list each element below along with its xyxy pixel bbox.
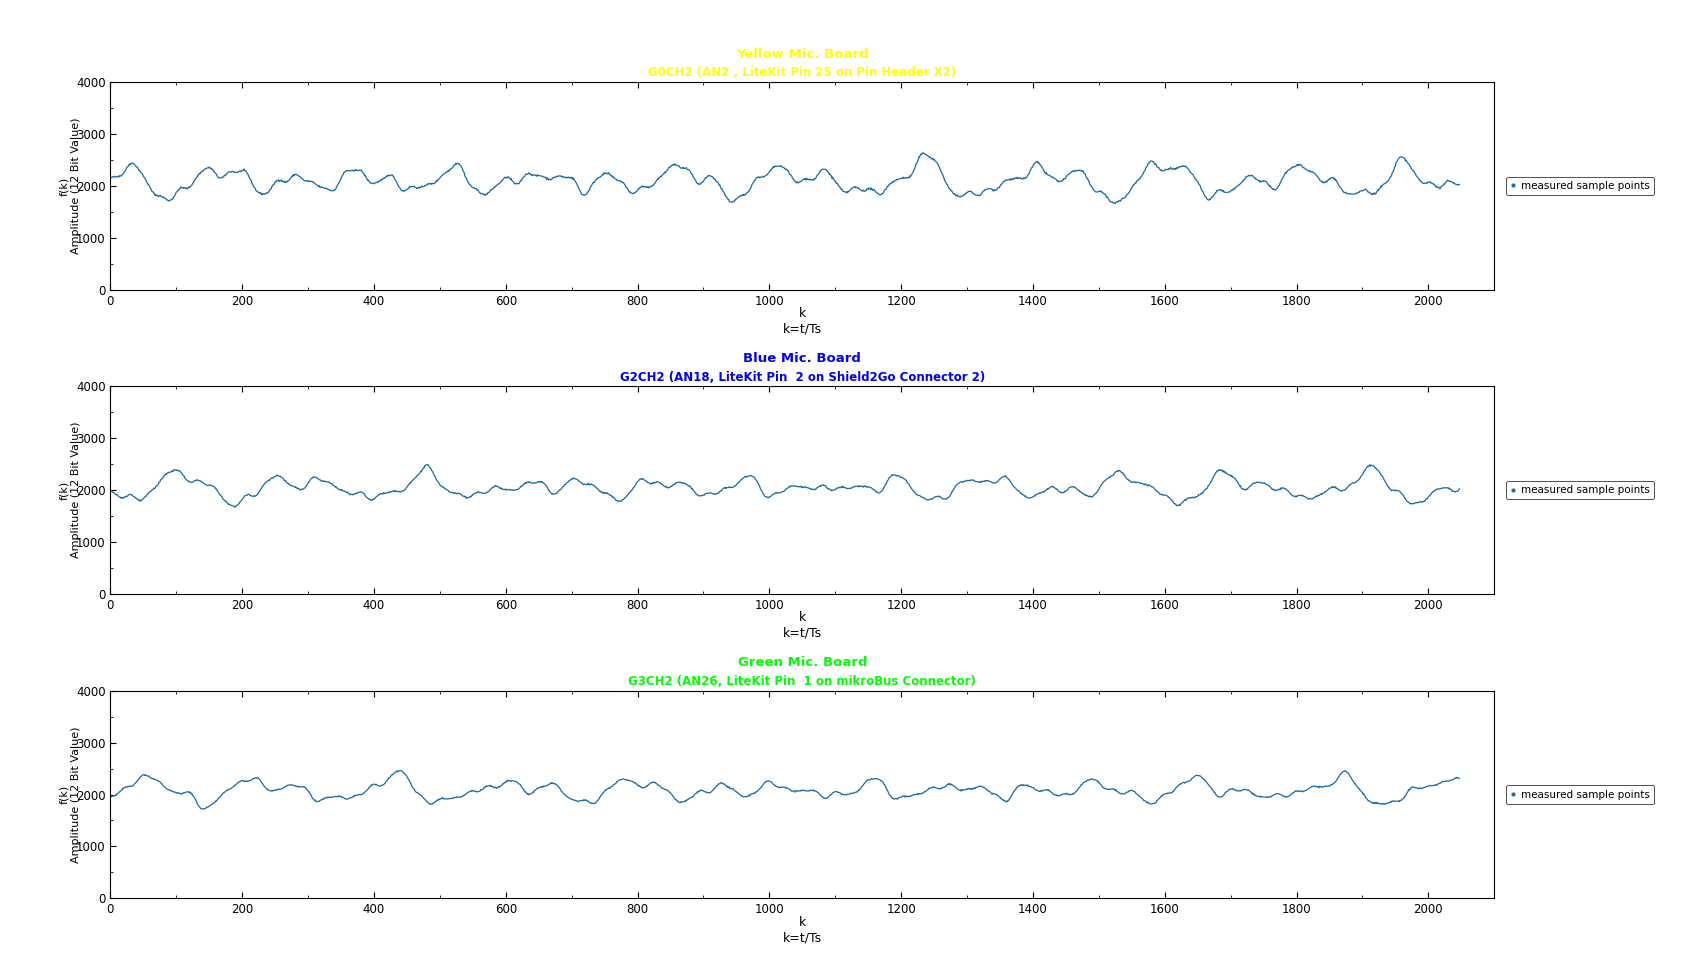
Y-axis label: f(k)
Amplitude (12 Bit Value): f(k) Amplitude (12 Bit Value): [59, 422, 82, 558]
Y-axis label: f(k)
Amplitude (12 Bit Value): f(k) Amplitude (12 Bit Value): [59, 726, 82, 863]
Text: Yellow Mic. Board: Yellow Mic. Board: [735, 48, 869, 61]
Legend: measured sample points: measured sample points: [1506, 481, 1654, 499]
Text: k: k: [798, 611, 807, 624]
Text: k=t/Ts: k=t/Ts: [783, 323, 822, 335]
Y-axis label: f(k)
Amplitude (12 Bit Value): f(k) Amplitude (12 Bit Value): [59, 118, 82, 254]
Text: Green Mic. Board: Green Mic. Board: [737, 657, 868, 669]
Text: G0CH2 (AN2 , LiteKit Pin 25 on Pin Header X2): G0CH2 (AN2 , LiteKit Pin 25 on Pin Heade…: [649, 67, 956, 79]
Text: k: k: [798, 916, 807, 928]
Text: k: k: [798, 307, 807, 320]
Text: G2CH2 (AN18, LiteKit Pin  2 on Shield2Go Connector 2): G2CH2 (AN18, LiteKit Pin 2 on Shield2Go …: [620, 371, 985, 384]
Legend: measured sample points: measured sample points: [1506, 177, 1654, 195]
Text: Blue Mic. Board: Blue Mic. Board: [744, 353, 861, 365]
Text: G3CH2 (AN26, LiteKit Pin  1 on mikroBus Connector): G3CH2 (AN26, LiteKit Pin 1 on mikroBus C…: [628, 675, 976, 688]
Text: k=t/Ts: k=t/Ts: [783, 627, 822, 639]
Legend: measured sample points: measured sample points: [1506, 785, 1654, 804]
Text: k=t/Ts: k=t/Ts: [783, 931, 822, 944]
